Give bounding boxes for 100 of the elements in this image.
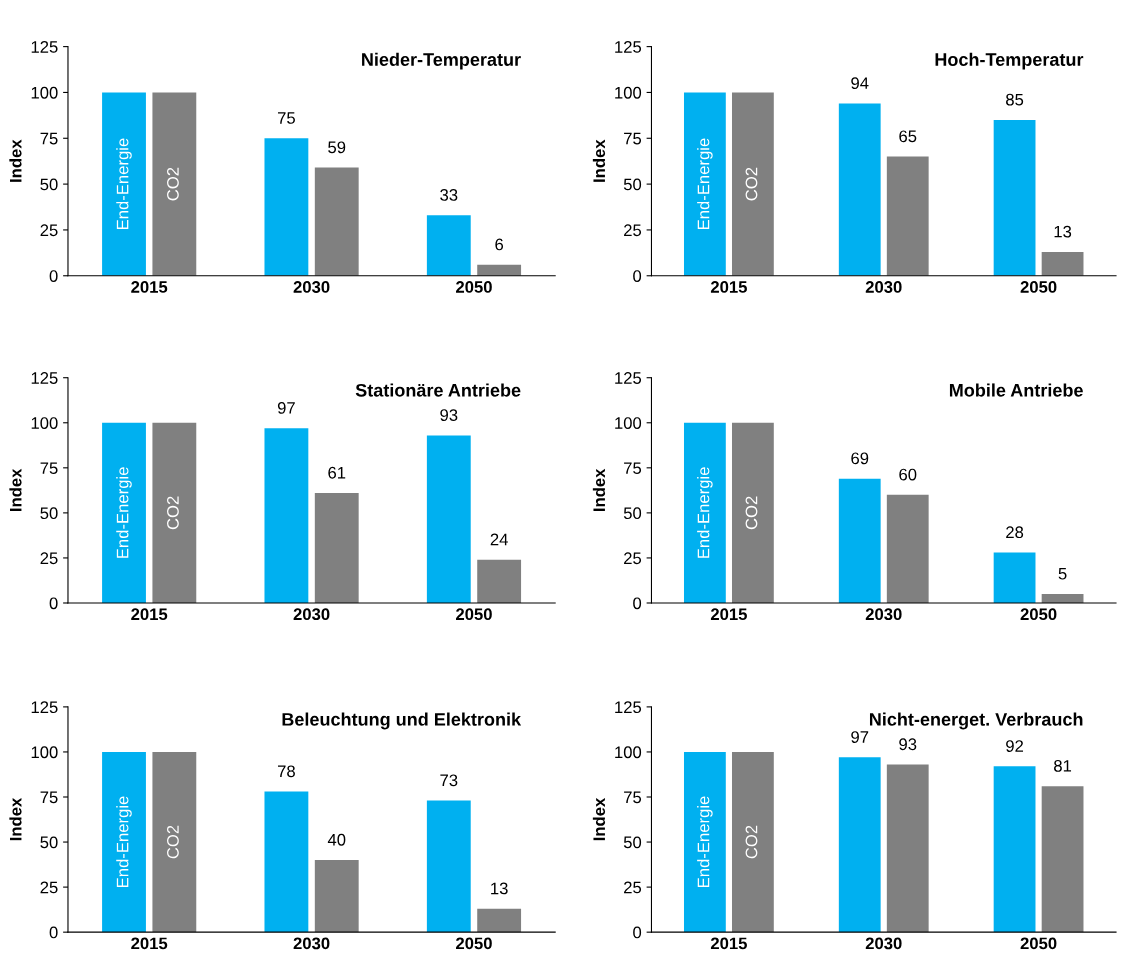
x-tick-label: 2015 xyxy=(131,937,168,950)
data-label: 5 xyxy=(1058,567,1067,580)
y-tick-label: 100 xyxy=(31,417,58,429)
data-label: 13 xyxy=(1054,225,1072,238)
y-tick-label: 75 xyxy=(624,462,642,475)
x-tick-label: 2015 xyxy=(131,608,168,621)
y-axis-title: Index xyxy=(9,468,22,511)
data-label: 93 xyxy=(899,738,917,751)
y-axis-title: Index xyxy=(592,139,606,182)
data-label: 24 xyxy=(490,533,508,546)
bar xyxy=(886,494,929,603)
y-tick-label: 50 xyxy=(623,507,642,520)
data-label: 93 xyxy=(440,409,458,421)
y-tick-label: 75 xyxy=(40,132,58,145)
x-tick-label: 2030 xyxy=(293,937,330,950)
data-label: 69 xyxy=(851,452,869,465)
y-tick-label: 125 xyxy=(31,372,58,384)
chart-title: Hoch-Temperatur xyxy=(935,52,1084,70)
series-label: CO2 xyxy=(745,825,758,859)
y-tick-label: 50 xyxy=(623,178,642,191)
y-tick-label: 125 xyxy=(615,41,642,53)
x-tick-label: 2050 xyxy=(1020,281,1057,293)
bar xyxy=(886,156,929,276)
y-tick-label: 50 xyxy=(40,178,58,191)
data-label: 85 xyxy=(1006,93,1024,106)
x-tick-label: 2015 xyxy=(710,937,747,950)
series-label: End-Energie xyxy=(116,796,132,888)
y-axis-title: Index xyxy=(9,139,22,182)
chart-title: Stationäre Antriebe xyxy=(355,383,521,397)
bar xyxy=(683,422,726,603)
y-tick-label: 0 xyxy=(49,270,58,282)
y-tick-label: 25 xyxy=(624,552,642,565)
x-tick-label: 2050 xyxy=(456,937,492,950)
series-label: CO2 xyxy=(167,825,179,859)
data-label: 75 xyxy=(277,112,295,124)
data-label: 61 xyxy=(328,466,346,479)
series-label: End-Energie xyxy=(697,796,713,888)
data-label: 81 xyxy=(1054,759,1072,772)
data-label: 92 xyxy=(1006,740,1024,752)
y-tick-label: 0 xyxy=(49,597,58,610)
data-label: 73 xyxy=(440,774,458,787)
data-label: 13 xyxy=(491,882,508,895)
y-tick-label: 100 xyxy=(615,746,642,759)
bar xyxy=(426,800,471,933)
y-tick-label: 25 xyxy=(40,224,58,237)
data-label: 97 xyxy=(277,401,295,414)
x-tick-label: 2015 xyxy=(710,281,747,293)
y-tick-label: 75 xyxy=(624,132,642,145)
bar xyxy=(838,103,881,276)
y-tick-label: 125 xyxy=(31,701,58,714)
bar xyxy=(426,215,471,276)
bar xyxy=(102,92,146,276)
x-tick-label: 2030 xyxy=(865,281,902,293)
series-label: CO2 xyxy=(167,496,179,530)
data-label: 33 xyxy=(440,189,458,201)
bar xyxy=(426,435,471,603)
bar xyxy=(102,422,146,603)
series-label: CO2 xyxy=(745,167,758,201)
y-tick-label: 50 xyxy=(40,507,58,520)
series-label: CO2 xyxy=(745,496,758,530)
x-tick-label: 2015 xyxy=(710,608,747,621)
y-tick-label: 100 xyxy=(31,746,58,759)
x-tick-label: 2050 xyxy=(1020,937,1057,950)
data-label: 6 xyxy=(495,238,504,251)
series-label: End-Energie xyxy=(116,467,132,558)
y-tick-label: 0 xyxy=(633,270,642,282)
x-tick-label: 2050 xyxy=(1020,608,1057,621)
data-label: 78 xyxy=(277,765,295,778)
chart-title: Nicht-energet. Verbrauch xyxy=(869,712,1083,730)
bar xyxy=(993,552,1036,603)
y-tick-label: 100 xyxy=(615,86,642,99)
x-tick-label: 2030 xyxy=(293,281,330,293)
bar xyxy=(477,559,522,603)
y-tick-label: 50 xyxy=(623,836,642,849)
y-tick-label: 75 xyxy=(40,791,58,804)
x-tick-label: 2050 xyxy=(456,281,492,293)
y-tick-label: 25 xyxy=(624,224,642,237)
series-label: End-Energie xyxy=(697,138,713,230)
bar xyxy=(314,167,359,276)
y-tick-label: 125 xyxy=(615,701,642,714)
data-label: 94 xyxy=(851,77,869,90)
y-axis-title: Index xyxy=(592,797,606,841)
y-tick-label: 125 xyxy=(31,41,58,53)
x-tick-label: 2050 xyxy=(456,608,492,621)
series-label: End-Energie xyxy=(116,138,132,230)
bar xyxy=(264,791,309,933)
chart-title: Nieder-Temperatur xyxy=(362,52,521,70)
series-label: End-Energie xyxy=(697,467,713,558)
y-tick-label: 125 xyxy=(615,372,642,384)
data-label: 65 xyxy=(899,130,917,143)
x-tick-label: 2030 xyxy=(865,937,902,950)
data-label: 40 xyxy=(327,833,346,846)
series-label: CO2 xyxy=(167,167,179,201)
bar xyxy=(152,92,197,276)
bar xyxy=(152,751,197,933)
bar xyxy=(731,92,774,276)
y-tick-label: 75 xyxy=(40,462,58,475)
bar xyxy=(102,751,146,933)
y-tick-label: 100 xyxy=(31,86,58,99)
y-axis-title: Index xyxy=(592,468,606,511)
